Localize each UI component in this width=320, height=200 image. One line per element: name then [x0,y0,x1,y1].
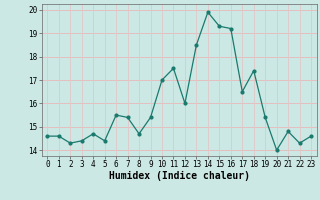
X-axis label: Humidex (Indice chaleur): Humidex (Indice chaleur) [109,171,250,181]
